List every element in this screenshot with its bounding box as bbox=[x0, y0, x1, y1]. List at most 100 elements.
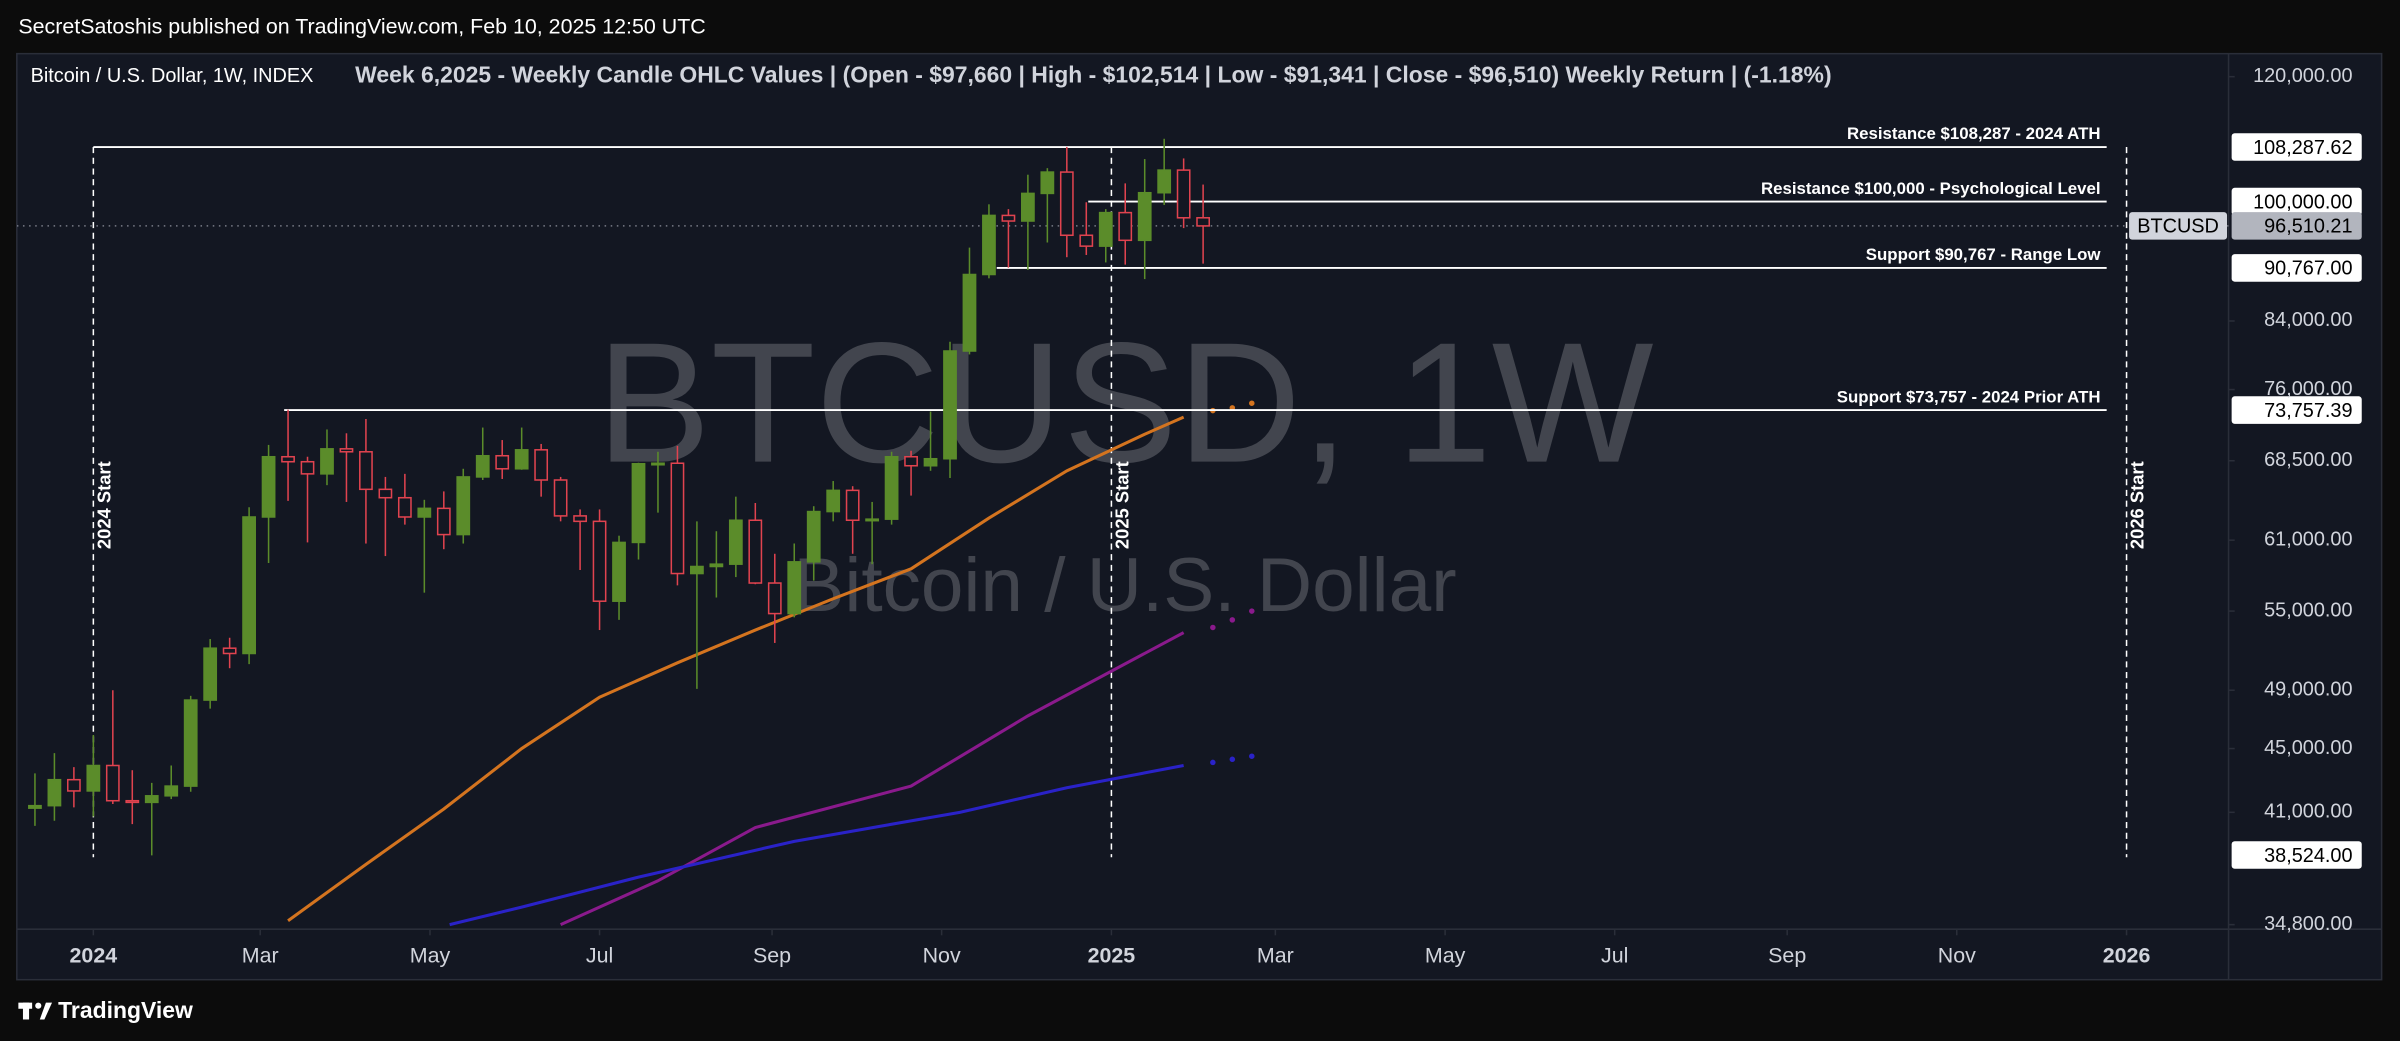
candle-body bbox=[495, 454, 510, 470]
price-box bbox=[2231, 187, 2362, 216]
publisher: SecretSatoshis published on TradingView.… bbox=[18, 14, 705, 38]
price-box-label: 100,000.00 bbox=[2253, 191, 2352, 213]
candle-body bbox=[28, 804, 42, 809]
candle-body bbox=[475, 454, 490, 478]
candle-body bbox=[1118, 211, 1133, 242]
price-box-label: 38,524.00 bbox=[2264, 845, 2352, 867]
x-tick-label: 2025 bbox=[1088, 943, 1136, 967]
candle-body bbox=[436, 507, 451, 536]
candle-body bbox=[1001, 214, 1016, 222]
candle-body bbox=[748, 519, 763, 584]
projection-dot bbox=[1249, 753, 1255, 759]
x-tick-label: Mar bbox=[1257, 943, 1294, 967]
candle-body bbox=[378, 488, 393, 499]
candle-body bbox=[884, 455, 899, 520]
x-tick-label: Sep bbox=[753, 943, 791, 967]
candle-body bbox=[1079, 234, 1094, 247]
x-tick-label: Nov bbox=[923, 943, 961, 967]
candle-body bbox=[534, 449, 549, 481]
candle-body bbox=[456, 476, 471, 536]
price-box bbox=[2231, 254, 2362, 282]
candle-body bbox=[1137, 191, 1152, 242]
candle-body bbox=[183, 699, 198, 787]
y-tick-label: 41,000.00 bbox=[2264, 801, 2352, 823]
candle-body bbox=[1176, 169, 1191, 219]
y-tick-label: 84,000.00 bbox=[2264, 309, 2352, 331]
candle-body bbox=[66, 778, 81, 792]
x-tick-label: May bbox=[1425, 943, 1466, 967]
symbol-box bbox=[2129, 212, 2228, 240]
candle-body bbox=[261, 455, 276, 518]
price-box bbox=[2231, 133, 2362, 161]
candle-body bbox=[320, 448, 334, 475]
symbol-box-label: BTCUSD bbox=[2137, 216, 2219, 238]
candle-body bbox=[553, 479, 568, 517]
candle-body bbox=[728, 519, 743, 565]
y-tick-label: 55,000.00 bbox=[2264, 599, 2352, 621]
candle-body bbox=[164, 785, 179, 797]
candle-body bbox=[281, 455, 295, 463]
candle-body bbox=[242, 516, 256, 655]
candle-body bbox=[826, 489, 841, 513]
x-tick-label: Jul bbox=[1601, 943, 1628, 967]
level-label: Resistance $100,000 - Psychological Leve… bbox=[1761, 179, 2101, 198]
plot-area: 2024 Start 2025 Start 2026 Start Resistance… bbox=[16, 124, 2229, 927]
x-tick-label: 2024 bbox=[70, 943, 118, 967]
price-box-label: 73,757.39 bbox=[2264, 400, 2352, 422]
level-label: Support $90,767 - Range Low bbox=[1866, 245, 2102, 264]
x-tick-label: Mar bbox=[242, 943, 279, 967]
candle-body bbox=[865, 518, 880, 522]
projection-dot bbox=[1229, 756, 1236, 763]
overlay: 38,524.00 108,287.62 100,000.00 90,767.00 73… bbox=[2129, 133, 2362, 869]
candle-body bbox=[904, 455, 918, 467]
candle-body bbox=[203, 647, 218, 701]
candle-body bbox=[1157, 169, 1172, 194]
candle-body bbox=[1098, 211, 1113, 247]
candle-body bbox=[1059, 171, 1074, 237]
y-tick-label: 68,500.00 bbox=[2264, 449, 2352, 471]
candle-body bbox=[709, 563, 724, 568]
watermark-symbol: BTCUSD, 1W bbox=[596, 308, 1653, 499]
brand: TradingView bbox=[58, 997, 193, 1023]
candle-body bbox=[592, 520, 607, 602]
y-tick-label: 34,800.00 bbox=[2264, 913, 2352, 935]
candle-body bbox=[339, 448, 354, 453]
candle-body bbox=[105, 764, 120, 802]
projection-dot bbox=[1210, 759, 1216, 766]
moving-average bbox=[559, 631, 1185, 927]
year-line-label: 2024 Start bbox=[93, 461, 114, 549]
candle-body bbox=[631, 462, 646, 544]
price-box bbox=[2231, 212, 2362, 240]
level-label: Resistance $108,287 - 2024 ATH bbox=[1847, 124, 2101, 143]
candle-body bbox=[943, 350, 957, 460]
x-tick-label: May bbox=[410, 943, 451, 967]
projection-dot bbox=[1249, 400, 1255, 406]
candle-body bbox=[787, 561, 802, 615]
y-tick-label: 49,000.00 bbox=[2264, 678, 2352, 700]
y-tick-label: 45,000.00 bbox=[2264, 737, 2352, 759]
candle-body bbox=[690, 565, 704, 575]
candle-body bbox=[1020, 192, 1035, 222]
candle-body bbox=[359, 451, 373, 491]
projection-dot bbox=[1229, 617, 1236, 623]
candle-body bbox=[1040, 171, 1055, 195]
candle-body bbox=[612, 541, 626, 602]
candle-body bbox=[767, 582, 782, 615]
symbol-info: Bitcoin / U.S. Dollar, 1W, INDEX bbox=[31, 65, 314, 87]
x-tick-label: 2026 bbox=[2103, 943, 2151, 967]
year-line-label: 2026 Start bbox=[2127, 461, 2148, 549]
x-tick-label: Nov bbox=[1938, 943, 1976, 967]
x-tick-label: Jul bbox=[586, 943, 613, 967]
candle-body bbox=[514, 449, 529, 470]
brand-logo bbox=[18, 1002, 53, 1020]
chart-title: Week 6,2025 - Weekly Candle OHLC Values … bbox=[355, 62, 1832, 88]
candle-body bbox=[573, 515, 587, 523]
moving-average bbox=[287, 415, 1185, 922]
candle-body bbox=[962, 273, 977, 352]
y-tick-label: 120,000.00 bbox=[2253, 65, 2352, 87]
candle-body bbox=[417, 507, 432, 518]
price-box bbox=[2231, 396, 2362, 424]
candle-body bbox=[923, 457, 938, 467]
candle-body bbox=[86, 764, 101, 792]
